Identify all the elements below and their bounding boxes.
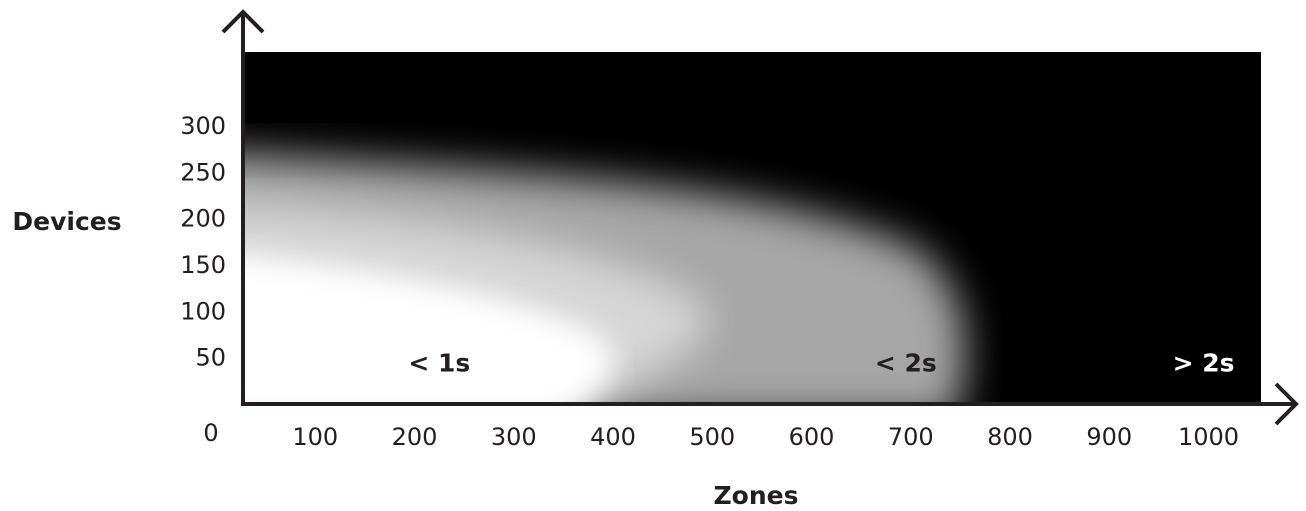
x-axis — [241, 382, 1299, 426]
x-tick-label: 700 — [888, 423, 934, 451]
heatmap-surface — [243, 52, 1261, 404]
x-tick-labels: 100 200 300 400 500 600 700 800 900 1000 — [292, 423, 1239, 451]
x-axis-title: Zones — [714, 481, 799, 510]
y-tick-label: 150 — [180, 251, 226, 279]
y-axis — [221, 9, 265, 406]
y-tick-label: 200 — [180, 205, 226, 233]
y-tick-label: 50 — [195, 344, 226, 372]
heatmap-band-fast — [243, 254, 614, 404]
x-tick-label: 1000 — [1178, 423, 1239, 451]
y-tick-label: 100 — [180, 297, 226, 325]
x-tick-label: 400 — [590, 423, 636, 451]
x-tick-label: 200 — [392, 423, 438, 451]
x-tick-label: 100 — [292, 423, 338, 451]
x-tick-label: 800 — [987, 423, 1033, 451]
y-axis-title: Devices — [12, 207, 121, 236]
region-labels: < 1s < 2s > 2s — [408, 348, 1234, 377]
region-label-over-2s: > 2s — [1173, 348, 1235, 377]
y-tick-labels: 50 100 150 200 250 300 — [180, 112, 226, 372]
x-tick-label: 900 — [1086, 423, 1132, 451]
y-axis-arrow-icon — [221, 9, 265, 34]
x-tick-label: 500 — [689, 423, 735, 451]
x-axis-arrow-icon — [1274, 382, 1299, 426]
x-tick-label: 600 — [789, 423, 835, 451]
region-label-under-2s: < 2s — [875, 348, 937, 377]
y-tick-label: 250 — [180, 158, 226, 186]
origin-tick-label: 0 — [203, 419, 218, 447]
x-tick-label: 300 — [491, 423, 537, 451]
region-label-under-1s: < 1s — [408, 348, 470, 377]
y-tick-label: 300 — [180, 112, 226, 140]
